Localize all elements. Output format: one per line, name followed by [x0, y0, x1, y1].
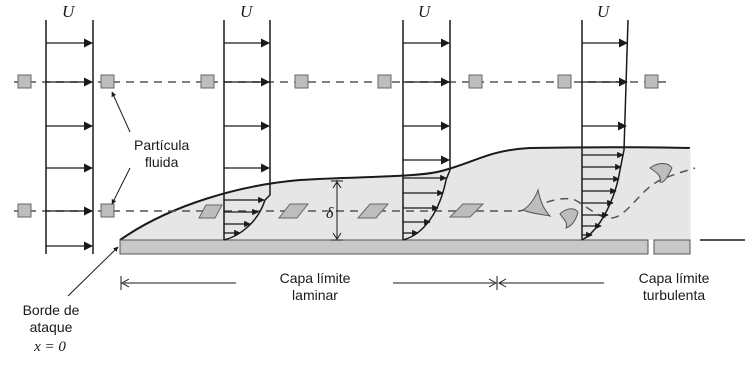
- delta-arrow-up: [332, 181, 342, 189]
- velocity-profile-freestream-1: [45, 20, 94, 254]
- origin-label: x = 0: [34, 339, 66, 355]
- fluid-particle: [17, 203, 32, 218]
- turbulent-particle: [559, 208, 579, 229]
- laminar-label-line1: Capa límite: [279, 270, 351, 286]
- velocity-profile-turbulent: [581, 19, 629, 241]
- fluid-particle: [100, 203, 115, 218]
- freestream-velocity-label: U: [597, 2, 611, 21]
- particle-pointer-arrow: [111, 167, 131, 205]
- turbulent-label-line2: turbulenta: [642, 287, 706, 303]
- deformed-particle: [198, 204, 223, 219]
- freestream-velocity-label: U: [240, 2, 254, 21]
- fluid-particle: [377, 74, 392, 89]
- delta-arrow-down: [332, 232, 342, 240]
- fluid-particle-label-line2: fluida: [144, 154, 179, 170]
- flat-plate: [119, 239, 649, 255]
- laminar-arrowhead-left: [120, 278, 130, 288]
- leading-edge-label: Borde de ataque: [10, 302, 92, 336]
- thickness-symbol: δ: [326, 205, 334, 222]
- particle-pointer-arrow: [111, 91, 131, 133]
- leading-edge-pointer: [67, 246, 119, 297]
- freestream-velocity-label: U: [418, 2, 432, 21]
- turbulent-particle: [649, 163, 673, 183]
- fluid-particle: [468, 74, 483, 89]
- turbulent-arrowhead-left: [497, 278, 507, 288]
- laminar-arrowhead-right: [488, 278, 498, 288]
- fluid-particle: [17, 74, 32, 89]
- laminar-label-line2: laminar: [292, 287, 338, 303]
- deformed-particle: [277, 203, 310, 219]
- fluid-particle: [294, 74, 309, 89]
- velocity-profile-laminar-2: [402, 20, 451, 241]
- fluid-particle-label-line1: Partícula: [134, 137, 190, 153]
- fluid-particle: [100, 74, 115, 89]
- velocity-profile-laminar-1: [223, 20, 271, 241]
- fluid-particle-label: Partícula fluida: [134, 137, 189, 171]
- turbulent-streamline: [519, 167, 696, 219]
- leading-edge-label-line2: ataque: [29, 319, 73, 335]
- turbulent-particle: [521, 188, 552, 217]
- deformed-particle: [448, 203, 485, 218]
- deformed-particle: [356, 203, 390, 219]
- laminar-boundary-layer-label: Capa límite laminar: [256, 270, 374, 304]
- fluid-particle: [557, 74, 572, 89]
- leading-edge-label-line1: Borde de: [22, 302, 80, 318]
- turbulent-boundary-layer-label: Capa límite turbulenta: [612, 270, 736, 304]
- flat-plate-end: [653, 239, 691, 255]
- fluid-particle: [644, 74, 659, 89]
- freestream-velocity-label: U: [62, 2, 76, 21]
- fluid-particle: [200, 74, 215, 89]
- turbulent-label-line1: Capa límite: [638, 270, 710, 286]
